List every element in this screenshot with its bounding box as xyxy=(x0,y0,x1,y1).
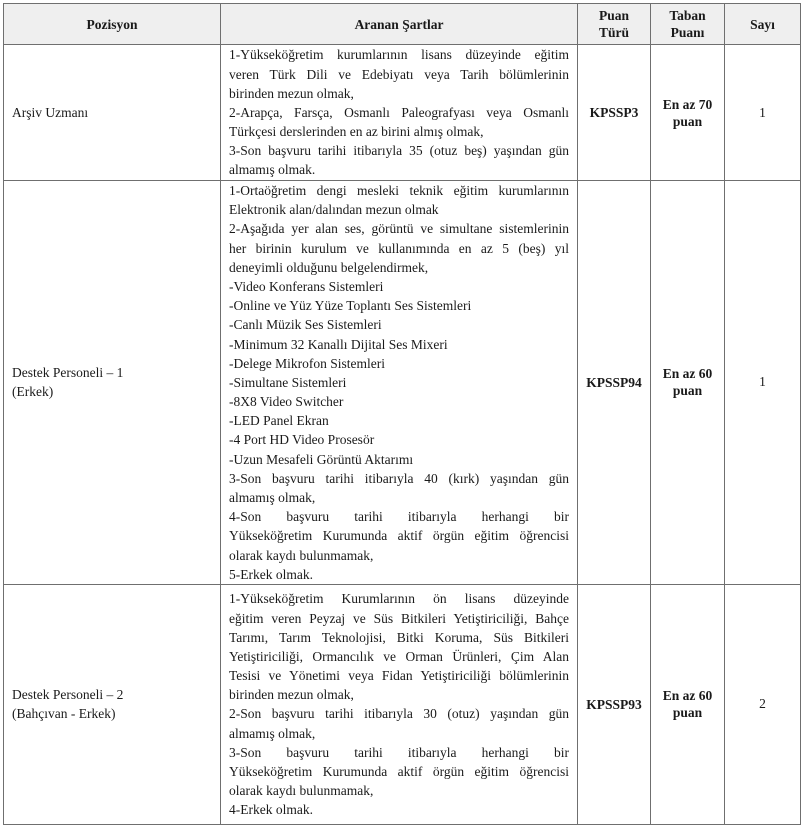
base-score-cell: En az 60 puan xyxy=(650,180,725,585)
count-value: 1 xyxy=(759,374,766,390)
header-base-score-line: Taban xyxy=(669,8,706,23)
requirement-line: 2-Son başvuru tarihi itibarıyla 30 (otuz… xyxy=(229,706,569,722)
requirement-line: 1-Yükseköğretim kurumlarının lisans düze… xyxy=(229,47,569,63)
requirement-line: Yükseköğretim Kurumunda aktif örgün eğit… xyxy=(229,764,569,779)
base-score-cell: En az 70 puan xyxy=(650,44,725,181)
header-row: Pozisyon Aranan Şartlar Puan Türü Taban Pu… xyxy=(3,3,801,45)
requirement-line: Tesisi ve Yönetimi veya Fidan Yetiştiric… xyxy=(229,668,569,684)
requirement-line: -Delege Mikrofon Sistemleri xyxy=(229,355,385,371)
requirement-line: 2-Aşağıda yer alan ses, görüntü ve simul… xyxy=(229,221,569,237)
requirements-cell: 1-Yükseköğretim Kurumlarının ön lisans d… xyxy=(220,583,578,825)
position-cell: Destek Personeli – 2 (Bahçıvan - Erkek) xyxy=(3,583,221,825)
header-count: Sayı xyxy=(724,3,801,45)
requirement-line: -Uzun Mesafeli Görüntü Aktarımı xyxy=(229,451,414,467)
requirement-line: -8X8 Video Switcher xyxy=(229,394,344,410)
requirement-line: eğitim veren Peyzaj ve Süs Bitkileri Yet… xyxy=(229,610,569,626)
table-row: Arşiv Uzmanı 1-Yükseköğretim kurumlarının… xyxy=(3,44,801,181)
count-cell: 1 xyxy=(724,44,801,181)
requirement-line: 2-Arapça, Farsça, Osmanlı Paleografyası … xyxy=(229,104,569,120)
position-cell: Destek Personeli – 1 (Erkek) xyxy=(3,180,221,585)
requirement-line: 4-Son başvuru tarihi itibarıyla herhangi… xyxy=(229,509,569,525)
base-score-line: En az 60 xyxy=(662,366,713,382)
requirement-line: 5-Erkek olmak. xyxy=(229,566,313,582)
header-score-type-line: Türü xyxy=(598,25,629,40)
requirement-line: Yükseköğretim Kurumunda aktif örgün eğit… xyxy=(229,528,569,544)
position-line: Destek Personeli – 2 xyxy=(12,687,124,703)
base-score-line: En az 70 xyxy=(662,96,713,112)
count-value: 1 xyxy=(759,104,766,120)
requirement-line: Elektronik alan/dalından mezun olmak xyxy=(229,202,439,218)
header-base-score: Taban Puanı xyxy=(650,3,725,45)
requirement-line: 1-Ortaöğretim dengi mesleki teknik eğiti… xyxy=(229,183,569,198)
position-line: (Bahçıvan - Erkek) xyxy=(12,706,116,722)
score-type: KPSSP93 xyxy=(586,696,642,712)
score-type-cell: KPSSP3 xyxy=(577,44,651,181)
requirement-line: -4 Port HD Video Prosesör xyxy=(229,432,375,448)
requirement-line: Türkçesi derslerinden en az birini almış… xyxy=(229,124,484,140)
position-line: Arşiv Uzmanı xyxy=(12,105,89,120)
requirement-line: almamış olmak, xyxy=(229,490,316,505)
requirement-line: -LED Panel Ekran xyxy=(229,413,329,429)
position-line: Destek Personeli – 1 xyxy=(12,365,124,381)
header-score-type-line: Puan xyxy=(598,8,629,23)
base-score-line: puan xyxy=(672,383,703,399)
position-line: (Erkek) xyxy=(12,384,54,400)
requirements-cell: 1-Yükseköğretim kurumlarının lisans düze… xyxy=(220,44,578,181)
requirement-line: deneyimli olduğunu belgelendirmek, xyxy=(229,259,429,275)
requirement-line: -Minimum 32 Kanallı Dijital Ses Mixeri xyxy=(229,336,448,352)
requirement-line: almamış olmak, xyxy=(229,725,316,741)
requirement-line: olarak kaydı bulunmamak, xyxy=(229,783,374,799)
requirement-line: -Online ve Yüz Yüze Toplantı Ses Sisteml… xyxy=(229,298,472,314)
base-score-line: puan xyxy=(672,705,703,721)
requirement-line: birinden mezun olmak, xyxy=(229,85,354,101)
header-score-type: Puan Türü xyxy=(577,3,651,45)
requirement-line: veren Türk Dili ve Edebiyatı veya Tarih … xyxy=(229,66,569,82)
header-base-score-line: Puanı xyxy=(670,25,705,40)
requirement-line: 4-Erkek olmak. xyxy=(229,802,313,818)
table-row: Destek Personeli – 2 (Bahçıvan - Erkek) 1-… xyxy=(3,583,801,825)
base-score-line: En az 60 xyxy=(662,688,713,704)
requirement-line: -Canlı Müzik Ses Sistemleri xyxy=(229,317,382,333)
requirement-line: 3-Son başvuru tarihi itibarıyla 35 (otuz… xyxy=(229,143,569,159)
requirement-line: 1-Yükseköğretim Kurumlarının ön lisans d… xyxy=(229,591,569,607)
requirement-line: olarak kaydı bulunmamak, xyxy=(229,547,374,563)
base-score-line: puan xyxy=(672,113,703,129)
requirement-line: 3-Son başvuru tarihi itibarıyla 40 (kırk… xyxy=(229,470,569,486)
requirement-line: her birinin kurulum ve kullanımında en a… xyxy=(229,240,569,256)
count-cell: 2 xyxy=(724,583,801,825)
header-position: Pozisyon xyxy=(3,3,221,45)
score-type: KPSSP94 xyxy=(586,374,642,390)
header-requirements: Aranan Şartlar xyxy=(220,3,578,45)
count-cell: 1 xyxy=(724,180,801,585)
position-cell: Arşiv Uzmanı xyxy=(3,44,221,181)
requirement-line: birinden mezun olmak, xyxy=(229,687,354,703)
requirement-line: 3-Son başvuru tarihi itibarıyla herhangi… xyxy=(229,744,569,760)
table-row: Destek Personeli – 1 (Erkek) 1-Ortaöğretim… xyxy=(3,180,801,585)
requirement-line: Tarımı, Tarım Teknolojisi, Bitki Koruma,… xyxy=(229,629,569,645)
requirements-cell: 1-Ortaöğretim dengi mesleki teknik eğiti… xyxy=(220,180,578,585)
requirement-line: almamış olmak. xyxy=(229,162,316,178)
positions-table: Pozisyon Aranan Şartlar Puan Türü Taban Pu… xyxy=(3,3,801,825)
base-score-cell: En az 60 puan xyxy=(650,583,725,825)
requirement-line: -Video Konferans Sistemleri xyxy=(229,278,384,294)
score-type-cell: KPSSP94 xyxy=(577,180,651,585)
score-type: KPSSP3 xyxy=(589,105,639,120)
score-type-cell: KPSSP93 xyxy=(577,583,651,825)
requirement-line: -Simultane Sistemleri xyxy=(229,374,347,390)
count-value: 2 xyxy=(759,696,766,712)
requirement-line: Yetiştiriciliği, Ormancılık ve Orman Ürü… xyxy=(229,648,569,664)
